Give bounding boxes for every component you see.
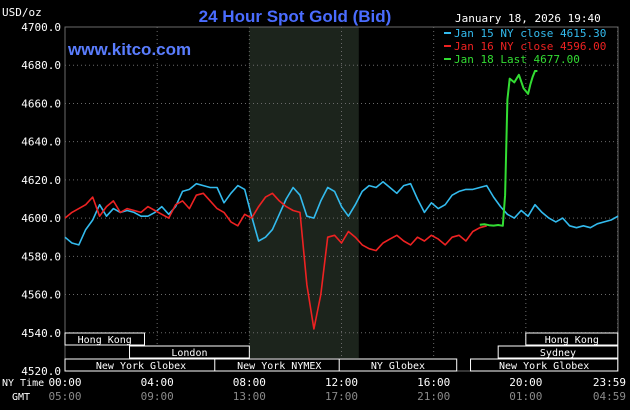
- session-box: [64, 332, 145, 346]
- y-axis-ticks: 4520.0 4540.0 4560.0 4580.0 4600.0 4620.0 4640…: [21, 21, 61, 378]
- y-tick-label: 4600.0: [21, 212, 61, 225]
- site-watermark: www.kitco.com: [67, 40, 191, 59]
- x-tick-gmt: 01:00: [509, 390, 542, 403]
- gmt-label: GMT: [12, 392, 30, 403]
- y-tick-label: 4660.0: [21, 97, 61, 110]
- legend-item-jan15: Jan 15 NY close 4615.30: [454, 27, 606, 40]
- x-tick-ny: 20:00: [509, 376, 542, 389]
- datetime-label: January 18, 2026 19:40: [455, 12, 601, 25]
- chart-title: 24 Hour Spot Gold (Bid): [199, 7, 392, 26]
- market-sessions: Hong Kong London New York Globex New York N…: [64, 332, 619, 372]
- y-tick-label: 4680.0: [21, 59, 61, 72]
- x-tick-gmt: 09:00: [141, 390, 174, 403]
- x-tick-gmt: 04:59: [593, 390, 626, 403]
- y-tick-label: 4620.0: [21, 174, 61, 187]
- session-label: Sydney: [540, 348, 576, 359]
- legend-item-jan18: Jan 18 Last 4677.00: [454, 53, 580, 66]
- series-layer: [64, 70, 619, 330]
- session-label: Hong Kong: [545, 335, 599, 346]
- y-tick-label: 4640.0: [21, 136, 61, 149]
- x-tick-ny: 16:00: [417, 376, 450, 389]
- session-label: New York Globex: [96, 361, 186, 372]
- legend-item-jan16: Jan 16 NY close 4596.00: [454, 40, 606, 53]
- ny-time-label: NY Time: [2, 378, 44, 389]
- legend: Jan 15 NY close 4615.30 Jan 16 NY close …: [444, 27, 606, 66]
- x-tick-ny: 00:00: [48, 376, 81, 389]
- session-box: [338, 358, 458, 372]
- x-axis-ticks: 00:00 04:00 08:00 12:00 16:00 20:00 23:59 05:00…: [48, 376, 626, 403]
- session-label: NY Globex: [371, 361, 425, 372]
- series-line-jan18: [479, 70, 538, 227]
- session-label: New York NYMEX: [237, 361, 321, 372]
- session-box: [129, 345, 250, 359]
- x-tick-ny: 12:00: [325, 376, 358, 389]
- series-line-jan15: [64, 181, 619, 246]
- x-tick-gmt: 21:00: [417, 390, 450, 403]
- y-tick-label: 4540.0: [21, 327, 61, 340]
- x-tick-ny: 04:00: [141, 376, 174, 389]
- x-tick-gmt: 13:00: [233, 390, 266, 403]
- x-tick-ny: 23:59: [593, 376, 626, 389]
- x-tick-ny: 08:00: [233, 376, 266, 389]
- series-line-jan16: [64, 192, 487, 330]
- session-box: [470, 358, 619, 372]
- session-label: New York Globex: [499, 361, 589, 372]
- session-label: London: [171, 348, 207, 359]
- shaded-region: [249, 27, 359, 358]
- session-label: Hong Kong: [78, 335, 132, 346]
- y-tick-label: 4700.0: [21, 21, 61, 34]
- y-tick-label: 4520.0: [21, 365, 61, 378]
- x-tick-gmt: 05:00: [48, 390, 81, 403]
- x-tick-gmt: 17:00: [325, 390, 358, 403]
- y-tick-label: 4560.0: [21, 289, 61, 302]
- unit-label: USD/oz: [2, 6, 42, 19]
- session-box: [525, 332, 619, 346]
- session-box: [497, 345, 619, 359]
- y-tick-label: 4580.0: [21, 250, 61, 263]
